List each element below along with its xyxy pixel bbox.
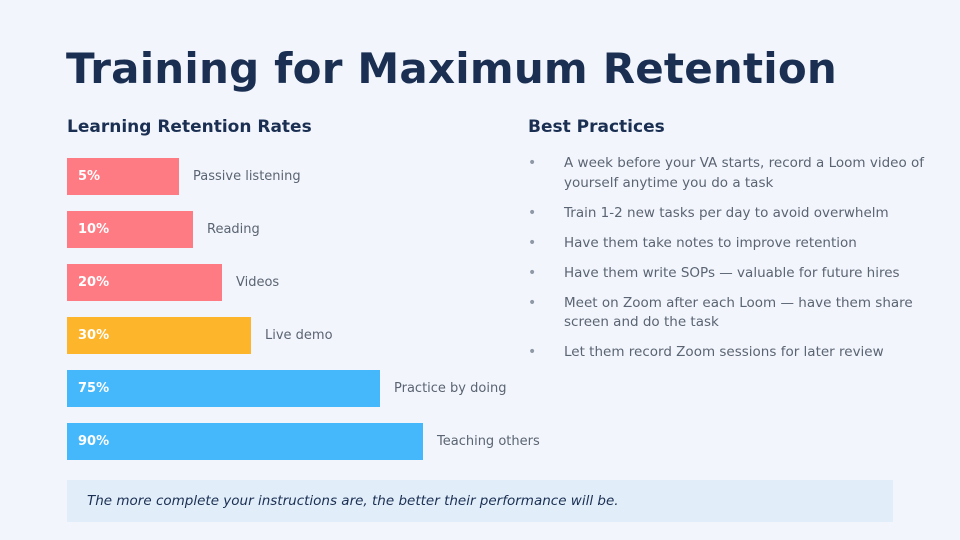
list-item: • Train 1-2 new tasks per day to avoid ov… [528,204,928,224]
bar-value-label: 20% [78,275,110,290]
bullet-icon: • [528,204,537,221]
bar-value-label: 30% [78,328,110,343]
bar-category-label: Reading [207,222,260,237]
list-item-text: A week before your VA starts, record a L… [564,155,925,191]
bar-value-label: 90% [78,434,110,449]
callout-text: The more complete your instructions are,… [87,493,619,509]
bar-category-label: Live demo [265,328,333,343]
list-item: • Let them record Zoom sessions for later… [528,343,928,363]
chart-heading: Learning Retention Rates [67,117,312,137]
bullet-icon: • [528,155,537,171]
list-item: • Have them write SOPs — valuable for fut… [528,264,928,284]
list-item-text: Train 1-2 new tasks per day to avoid ove… [564,204,889,221]
list-item-text: Meet on Zoom after each Loom — have them… [564,294,913,331]
bar-value-label: 5% [78,169,101,184]
list-item-text: Let them record Zoom sessions for later … [564,344,884,360]
bullet-icon: • [528,344,537,360]
slide-title: Training for Maximum Retention [66,44,838,93]
best-practices-list: • A week before your VA starts, record a … [528,154,928,373]
list-item-text: Have them write SOPs — valuable for futu… [564,264,900,281]
bar: 20% [67,264,222,301]
bar-value-label: 75% [78,381,110,396]
best-practices-heading: Best Practices [528,117,665,137]
bullet-icon: • [528,234,537,251]
bar: 90% [67,423,423,460]
bar-category-label: Teaching others [437,434,540,449]
retention-bar-chart: 5% Passive listening 10% Reading 20% Videos 30… [67,158,540,460]
list-item-text: Have them take notes to improve retentio… [564,234,857,251]
bar-category-label: Practice by doing [394,381,507,396]
callout-box: The more complete your instructions are,… [67,480,893,522]
bar-value-label: 10% [78,222,110,237]
bar: 75% [67,370,380,407]
bar-category-label: Passive listening [193,169,301,184]
list-item: • A week before your VA starts, record a … [528,154,928,193]
bar: 10% [67,211,193,248]
bar-category-label: Videos [236,275,280,290]
list-item: • Have them take notes to improve retenti… [528,234,928,254]
bullet-icon: • [528,264,537,281]
list-item: • Meet on Zoom after each Loom — have the… [528,294,928,333]
bar: 5% [67,158,179,195]
bullet-icon: • [528,294,537,311]
bar: 30% [67,317,251,354]
